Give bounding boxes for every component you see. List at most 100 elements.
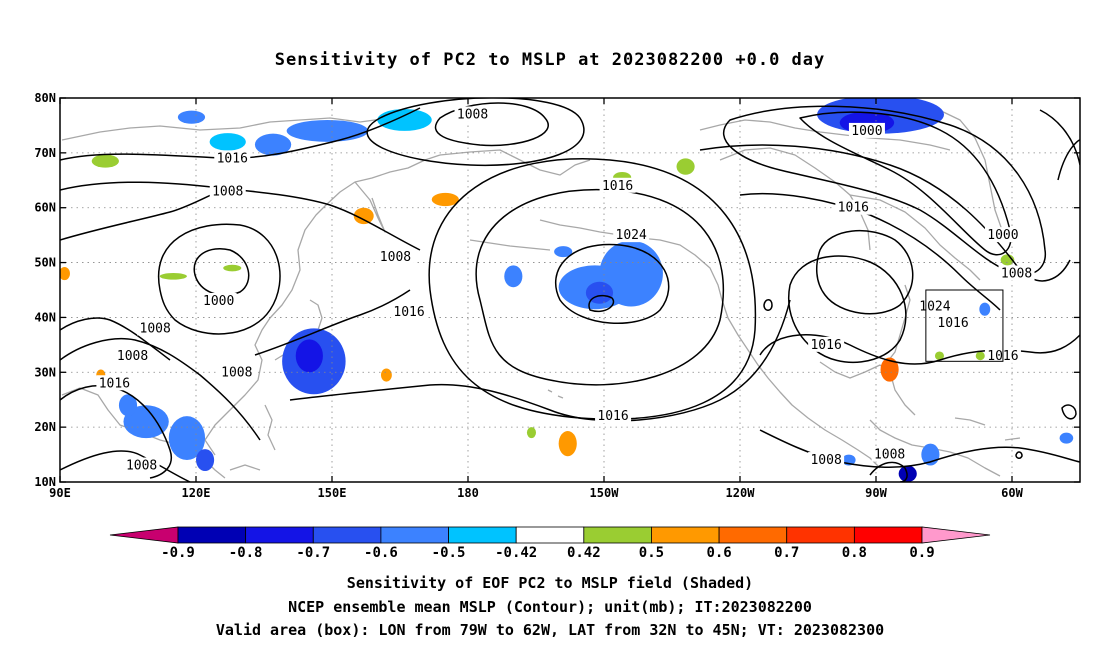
sensitivity-patch [431, 192, 459, 207]
coastline-hawaii [547, 389, 564, 399]
map-title: Sensitivity of PC2 to MSLP at 2023082200… [274, 50, 826, 70]
contour-label-bg [998, 265, 1035, 281]
sensitivity-patch [196, 449, 215, 472]
contour-label: 1008 [140, 321, 171, 336]
lon-tick-label: 150W [590, 486, 620, 500]
mslp-contour-layer [60, 98, 1080, 482]
mslp-contour [815, 229, 914, 315]
contour-label: 1000 [987, 228, 1018, 243]
contour-label-bg [137, 320, 174, 336]
contour-label: 1016 [597, 409, 628, 424]
mslp-contour [434, 102, 549, 147]
colorbar-label: 0.8 [842, 545, 867, 561]
contour-label-bg [391, 303, 428, 319]
contour-label: 1000 [851, 124, 882, 139]
contour-label: 1008 [212, 184, 243, 199]
sensitivity-patch [934, 351, 944, 361]
colorbar-label: -0.5 [432, 545, 466, 561]
lon-tick-label: 60W [1001, 486, 1023, 500]
mslp-contour [739, 192, 1001, 311]
colorbar-swatch [312, 526, 382, 544]
lon-tick-label: 90W [865, 486, 887, 500]
colorbar-swatch [786, 526, 855, 544]
sensitivity-patch [118, 394, 138, 417]
colorbar-label: 0.7 [774, 545, 799, 561]
mslp-contour [60, 107, 421, 161]
contour-label-bg [96, 375, 133, 391]
colorbar-label: -0.42 [495, 545, 537, 561]
mslp-contour [60, 181, 421, 251]
lon-tick-label: 180 [457, 486, 479, 500]
colorbar-swatch [651, 526, 720, 544]
mslp-contour [60, 450, 191, 482]
contour-label-bg [114, 347, 151, 363]
contour-label-bg [209, 183, 246, 199]
colorbar-swatch [583, 526, 652, 544]
contour-label-bg [808, 452, 845, 468]
sensitivity-patch [979, 302, 991, 316]
lon-tick-label: 120W [726, 486, 756, 500]
colorbar-swatch [448, 526, 517, 544]
lat-tick-label: 40N [34, 310, 56, 324]
mslp-contour [428, 158, 757, 420]
contour-label-bg [454, 106, 491, 122]
caption-valid-area: Valid area (box): LON from 79W to 62W, L… [215, 621, 885, 639]
mslp-contour [289, 299, 791, 422]
mslp-contour [699, 144, 1071, 282]
contour-label: 1008 [126, 459, 157, 474]
mslp-contour [788, 255, 907, 363]
mslp-contour [60, 337, 261, 441]
colorbar-arrow-high [921, 526, 991, 544]
sensitivity-patch [380, 368, 392, 382]
lat-tick-label: 70N [34, 146, 56, 160]
contour-label-bg [835, 199, 872, 215]
contour-label: 1016 [99, 376, 130, 391]
contour-label: 1008 [117, 349, 148, 364]
contour-label: 1016 [217, 151, 248, 166]
colorbar-swatch [177, 526, 247, 544]
contour-label: 1008 [221, 365, 252, 380]
sensitivity-patch [209, 133, 246, 151]
colorbar-label: -0.9 [161, 545, 195, 561]
contour-label: 1016 [838, 201, 869, 216]
contour-label-bg [595, 408, 632, 424]
mslp-contour [555, 243, 670, 325]
contour-label-bg [984, 227, 1021, 243]
colorbar-swatch [515, 526, 585, 544]
lat-tick-label: 60N [34, 201, 56, 215]
coastline-east-canada [849, 194, 981, 366]
mslp-contour [1039, 109, 1080, 181]
contour-label: 1016 [810, 338, 841, 353]
contour-label: 1008 [810, 453, 841, 468]
lat-tick-label: 50N [34, 256, 56, 270]
mslp-contour [475, 188, 725, 386]
contour-label: 1000 [203, 294, 234, 309]
coastline-canada-arctic [699, 119, 951, 251]
sensitivity-patch [168, 416, 206, 461]
sensitivity-patch [254, 133, 292, 156]
colorbar-label: -0.7 [296, 545, 330, 561]
contour-label-bg [123, 457, 160, 473]
sensitivity-patch [599, 240, 663, 307]
caption-contour: NCEP ensemble mean MSLP (Contour); unit(… [288, 598, 812, 616]
lat-tick-label: 20N [34, 420, 56, 434]
colorbar-label: -0.6 [364, 545, 398, 561]
sensitivity-patch [159, 272, 187, 280]
lat-tick-label: 30N [34, 365, 56, 379]
sensitivity-patch [91, 154, 119, 168]
colorbar-swatch [718, 526, 788, 544]
mslp-contour [60, 384, 172, 479]
mslp-contour [799, 111, 1012, 256]
colorbar-label: 0.6 [706, 545, 731, 561]
contour-label: 1008 [874, 448, 905, 463]
sensitivity-patch [353, 207, 374, 225]
mslp-contour [588, 294, 615, 312]
contour-label: 1016 [937, 316, 968, 331]
colorbar-swatch [380, 526, 449, 544]
contour-label-bg [377, 249, 414, 265]
contour-label-bg [599, 177, 636, 193]
contour-label: 1024 [919, 299, 950, 314]
mslp-contour [763, 299, 773, 311]
sensitivity-patch [60, 266, 70, 281]
valid-area-box [925, 289, 1004, 362]
